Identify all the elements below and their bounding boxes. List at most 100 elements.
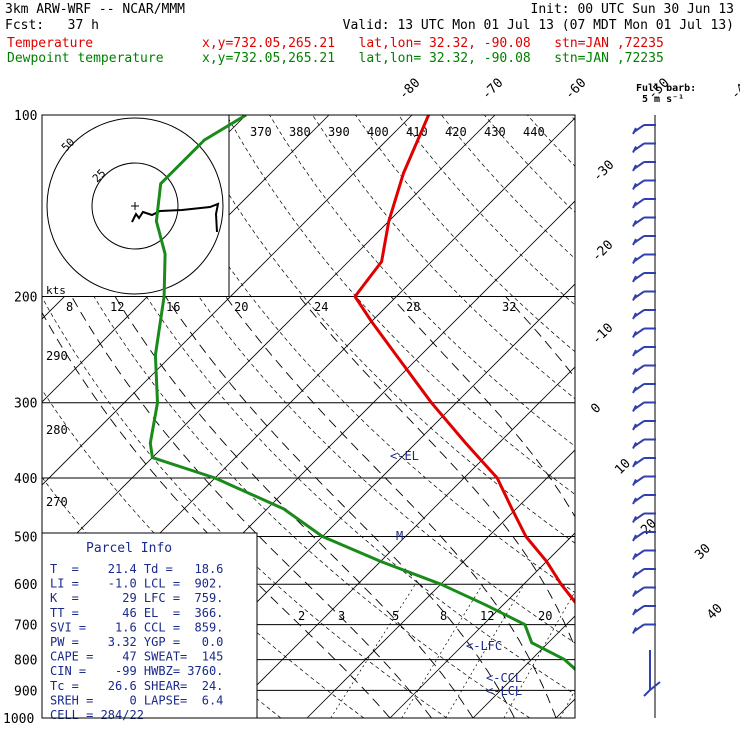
mixing-ratio-label: 8 [440,609,447,623]
parcel-info-row: SVI = 1.6 CCL = 859. [50,620,223,634]
pressure-label-700: 700 [14,619,37,634]
mixing-ratio-label: 2 [298,609,305,623]
dry-adiabat [355,115,575,353]
moist-adiabat [71,296,432,718]
isotherm-label: 10 [612,456,634,478]
mixing-ratio-line [611,584,680,718]
dry-adiabat [484,115,575,213]
mixing-ratio-line [724,584,740,718]
parcel-info-row: CAPE = 47 SWEAT= 145 [50,650,223,664]
dewpoint-label: Dewpoint temperature [7,51,164,66]
barb-legend-line2: 5 m s⁻¹ [642,94,685,105]
moist-adiabat [390,296,575,518]
wind-barb [632,531,656,542]
mixing-ratio-line [330,584,416,718]
dry-adiabat [183,115,575,544]
wind-barb [632,494,656,505]
wind-barb [632,364,656,375]
mixing-ratio-line [503,590,575,718]
theta-label: 280 [46,423,68,437]
isotherm-label: -10 [589,321,616,348]
wind-barb [632,475,656,486]
isotherm-label: -70 [479,76,506,103]
parcel-info-title: Parcel Info [86,541,172,556]
pressure-label-100: 100 [14,109,37,124]
pressure-label-300: 300 [14,397,37,412]
theta-label: 270 [46,495,68,509]
isotherm-label: -20 [589,238,616,265]
dry-adiabat [613,115,740,718]
wind-barb [632,549,656,560]
level-annotation: <-LCL [486,684,522,698]
isotherm [223,366,575,718]
wind-barb [632,161,656,172]
parcel-info-row: CELL = 284/22 [50,708,144,722]
isotherm [389,532,575,718]
wind-barb [632,346,656,357]
theta-label: 380 [289,125,311,139]
dry-adiabat [441,115,575,260]
mixing-ratio-line [445,584,525,718]
temperature-location: x,y=732.05,265.21 lat,lon= 32.32, -90.08… [202,36,664,51]
isotherm [639,115,740,718]
wind-barb [632,327,656,338]
dry-adiabat [42,194,531,718]
wind-barb [632,568,656,579]
hodograph-axis-label: 20 [234,300,248,314]
mixing-ratio-label: 20 [538,609,552,623]
theta-label: 290 [46,349,68,363]
wind-barb [632,420,656,431]
dewpoint-location: x,y=732.05,265.21 lat,lon= 32.32, -90.08… [202,51,664,66]
hodograph-origin [131,202,139,210]
wind-barb [632,198,656,209]
wind-barb [632,383,656,394]
forecast-hour: Fcst: 37 h [5,18,99,33]
isotherm-label: -80 [396,76,423,103]
isotherm [472,615,575,718]
parcel-info-row: LI = -1.0 LCL = 902. [50,577,223,591]
moist-adiabat [225,296,557,718]
wind-barb [632,253,656,264]
moist-adiabat [42,311,391,718]
mixing-ratio-label: 5 [392,609,399,623]
moist-adiabat [165,296,515,718]
parcel-info-row: Tc = 26.6 SHEAR= 24. [50,679,223,693]
pressure-label-900: 900 [14,684,37,699]
wind-barb [632,605,656,616]
isotherm [722,115,740,718]
isotherm [555,698,575,718]
mixing-ratio-line [649,584,716,718]
dry-adiabat [699,115,740,718]
isotherm-label: -30 [590,158,617,185]
dry-adiabat [54,115,575,695]
moist-adiabat [298,296,575,649]
hodograph-axis-label: 28 [406,300,420,314]
moist-adiabat [505,296,575,379]
hodograph-ring [91,162,179,250]
level-annotation: <-LFC [466,639,502,653]
plot-frame [41,114,576,719]
theta-label: 390 [328,125,350,139]
pressure-label-200: 200 [14,291,37,306]
dry-adiabat [312,115,575,400]
parcel-info-row: T = 21.4 Td = 18.6 [50,562,223,576]
wind-barb [632,623,656,634]
temperature-profile [353,115,575,605]
wind-barb [632,290,656,301]
wind-barb [632,179,656,190]
wind-barb [632,124,656,135]
isotherm-label: 30 [692,541,714,563]
pressure-label-1000: 1000 [3,712,34,727]
theta-label: 430 [484,125,506,139]
parcel-info-row: PW = 3.32 YGP = 0.0 [50,635,223,649]
wind-barb [632,272,656,283]
mixing-ratio-line [559,689,575,718]
wind-barb [643,650,661,697]
mixing-ratio-label: 12 [480,609,494,623]
theta-label: 370 [250,125,272,139]
parcel-info-row: K = 29 LFC = 759. [50,591,223,605]
mixing-ratio-label: 3 [338,609,345,623]
dry-adiabat [269,115,575,447]
wind-barb [632,457,656,468]
